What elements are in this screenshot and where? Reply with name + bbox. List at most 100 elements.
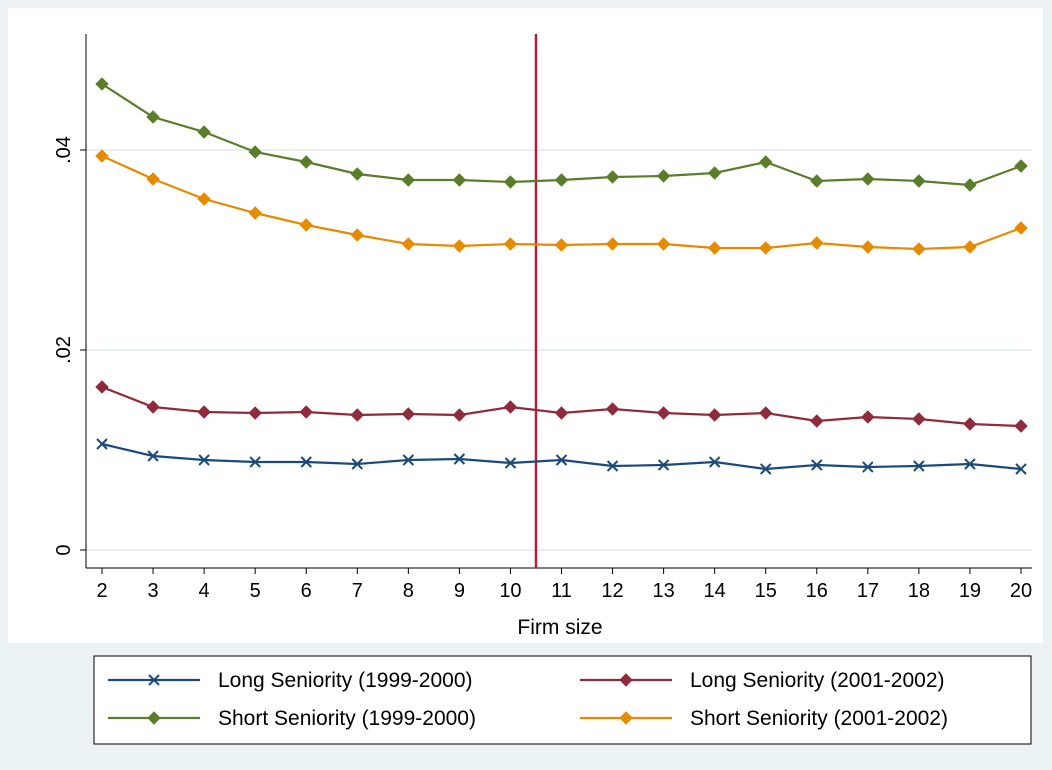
y-tick-label: .02 [53, 336, 75, 364]
data-point [452, 408, 467, 422]
data-point [811, 459, 823, 471]
data-point [1015, 463, 1027, 475]
x-tick-label: 19 [959, 580, 981, 602]
y-tick-labels: 0 .02 .04 [53, 136, 86, 556]
data-point [760, 463, 772, 475]
data-point [963, 178, 977, 192]
data-point [656, 406, 671, 420]
data-point [1014, 221, 1028, 235]
x-tick-label: 7 [352, 580, 363, 602]
x-tick-labels: 2 3 4 5 6 7 8 9 10 11 12 13 14 15 16 17 18 19 20 [96, 568, 1032, 602]
data-point [401, 173, 416, 187]
data-point [707, 166, 722, 180]
data-point [1014, 419, 1028, 433]
x-tick-label: 11 [551, 580, 572, 602]
data-point [503, 175, 518, 189]
x-tick-label: 9 [454, 580, 465, 602]
legend-label: Long Seniority (2001-2002) [690, 669, 945, 692]
data-point [554, 238, 569, 252]
axes [85, 34, 1032, 569]
x-tick-label: 10 [499, 580, 521, 602]
legend-marker [147, 711, 161, 725]
x-tick-label: 17 [857, 580, 879, 602]
data-point [862, 461, 874, 473]
plot-region-background [8, 8, 1043, 643]
data-point [453, 453, 466, 465]
x-tick-label: 12 [601, 580, 623, 602]
data-point [351, 458, 363, 470]
x-tick-label: 3 [147, 580, 158, 602]
series-0 [96, 438, 1027, 475]
data-point [810, 414, 824, 428]
data-point [503, 237, 518, 251]
data-point [759, 241, 773, 255]
data-point [912, 242, 926, 256]
legend-marker [619, 673, 633, 687]
x-axis-title: Firm size [517, 616, 602, 639]
data-point [95, 149, 109, 163]
data-point [656, 237, 671, 251]
data-point [861, 410, 875, 424]
data-point [401, 237, 416, 251]
legend-label: Short Seniority (2001-2002) [690, 707, 948, 730]
data-point [810, 236, 824, 250]
y-tick-label: 0 [53, 544, 75, 555]
data-point [605, 237, 620, 251]
data-point [401, 407, 416, 421]
series-group [95, 77, 1028, 475]
data-point [452, 239, 467, 253]
data-point [198, 454, 210, 466]
data-point [503, 400, 518, 414]
x-tick-label: 14 [704, 580, 726, 602]
data-point [707, 408, 722, 422]
x-tick-label: 13 [652, 580, 674, 602]
x-tick-label: 2 [96, 580, 107, 602]
data-point [299, 405, 313, 419]
series-2 [95, 77, 1028, 192]
data-point [299, 155, 313, 169]
data-point [147, 450, 159, 462]
data-point [350, 167, 364, 181]
x-tick-label: 16 [806, 580, 828, 602]
data-point [912, 174, 926, 188]
data-point [605, 170, 620, 184]
legend-label: Short Seniority (1999-2000) [218, 707, 476, 730]
data-point [605, 402, 620, 416]
legend-item-1: Long Seniority (2001-2002) [580, 669, 945, 692]
x-tick-label: 8 [403, 580, 414, 602]
data-point [452, 173, 467, 187]
data-point [197, 192, 211, 206]
data-point [554, 173, 569, 187]
data-point [350, 408, 364, 422]
data-point [861, 240, 875, 254]
data-point [197, 125, 211, 139]
series-3 [95, 149, 1028, 256]
data-point [964, 458, 976, 470]
data-point [657, 459, 670, 471]
data-point [402, 454, 415, 466]
data-point [810, 174, 824, 188]
legend: Long Seniority (1999-2000) Long Seniority… [108, 669, 948, 730]
data-point [146, 172, 160, 186]
legend-box [93, 655, 1032, 745]
legend-marker [619, 711, 633, 725]
data-point [1014, 159, 1028, 173]
x-tick-label: 5 [250, 580, 261, 602]
y-tick-label: .04 [53, 136, 75, 164]
x-tick-label: 20 [1010, 580, 1032, 602]
data-point [96, 438, 108, 450]
data-point [656, 169, 671, 183]
data-point [912, 412, 926, 426]
data-point [913, 460, 925, 472]
grid-lines [86, 149, 1032, 551]
x-tick-label: 6 [301, 580, 312, 602]
x-tick-label: 4 [199, 580, 210, 602]
data-point [249, 456, 261, 468]
data-point [300, 456, 312, 468]
legend-label: Long Seniority (1999-2000) [218, 669, 473, 692]
data-point [248, 206, 262, 220]
data-point [708, 456, 721, 468]
data-point [248, 406, 262, 420]
data-point [554, 406, 569, 420]
